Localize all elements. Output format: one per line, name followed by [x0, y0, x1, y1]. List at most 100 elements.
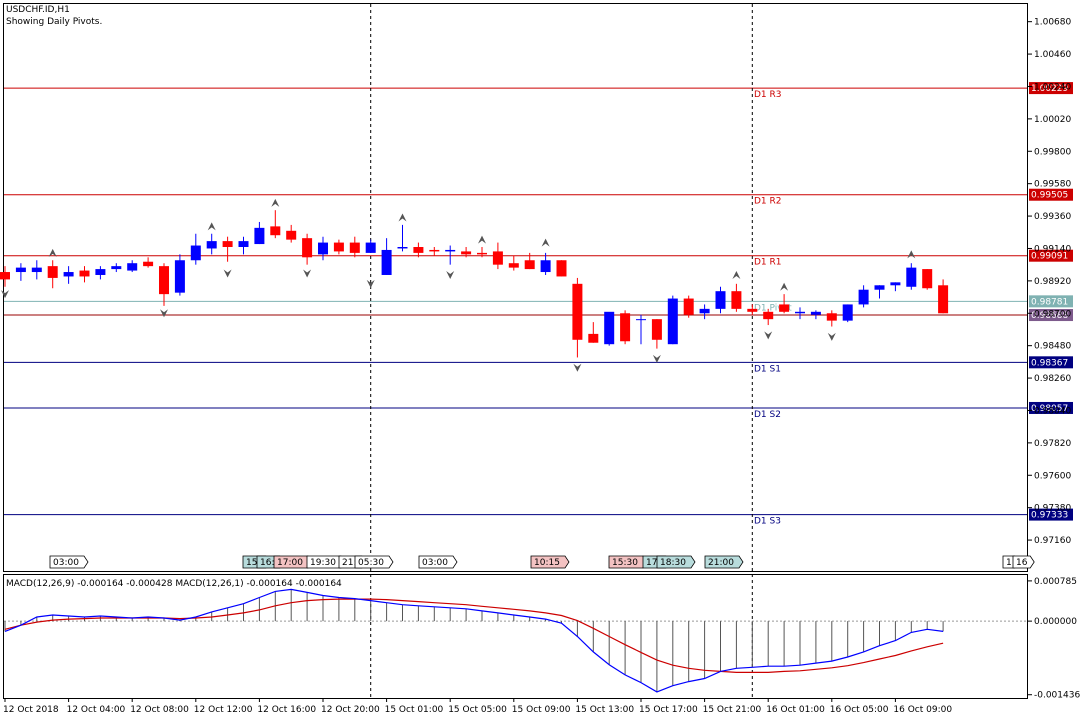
fractal-up-arrow	[732, 270, 741, 279]
candle-body	[779, 304, 790, 312]
time-tick-label: 12 Oct 2018	[3, 705, 59, 715]
candle-body	[699, 308, 710, 314]
event-marker[interactable]: 03:00	[418, 555, 458, 569]
event-marker-shape	[656, 555, 696, 569]
price-level-tag-label: 0.98367	[1031, 358, 1068, 368]
fractal-down-arrow	[303, 269, 312, 278]
price-tick-label: 1.00680	[1034, 18, 1071, 28]
candle	[270, 210, 281, 239]
pivot-line-label: D1 S3	[754, 517, 781, 527]
candle	[492, 242, 503, 270]
candle-body	[270, 226, 281, 236]
candle	[461, 247, 472, 258]
candle-body	[763, 311, 774, 320]
price-panel-frame	[3, 3, 1028, 572]
fractal-up-arrow	[207, 222, 216, 231]
candle-body	[620, 313, 631, 342]
candlesticks	[0, 210, 949, 358]
candle-body	[572, 283, 583, 340]
candle-body	[47, 266, 58, 278]
candle	[222, 236, 233, 262]
event-marker[interactable]: 05:30	[354, 555, 394, 569]
event-marker[interactable]: 16	[1012, 555, 1035, 569]
candle	[858, 285, 869, 308]
candle	[477, 247, 487, 258]
event-marker[interactable]: 17:00	[273, 555, 313, 569]
candle	[906, 263, 917, 290]
price-tick-label: 0.99580	[1034, 180, 1071, 190]
candle	[620, 310, 631, 345]
candle	[302, 233, 313, 265]
pivot-line-label: D1 R2	[754, 197, 782, 207]
time-axis: 12 Oct 2018 12 Oct 04:00 12 Oct 08:00 12 Oc…	[3, 698, 952, 715]
candle	[413, 242, 424, 258]
event-marker[interactable]: 15:30	[608, 555, 648, 569]
pivot-line-label: D1 S2	[754, 410, 781, 420]
price-level-tag	[1029, 249, 1073, 262]
subtitle-text: Showing Daily Pivots.	[6, 17, 102, 27]
price-tick-label: 1.00240	[1034, 82, 1071, 92]
candle-body	[540, 260, 551, 273]
candle	[588, 322, 599, 343]
macd-panel-frame	[3, 574, 1028, 699]
candle-body	[254, 227, 265, 245]
event-marker-label: 1	[1006, 558, 1012, 568]
candle	[763, 308, 774, 326]
candle-body	[508, 263, 519, 268]
candle-body	[445, 249, 456, 252]
price-level-tag-label: 1.00229	[1031, 84, 1068, 94]
macd-title: MACD(12,26,9) -0.000164 -0.000428 MACD(1…	[6, 579, 342, 589]
candle	[715, 286, 726, 314]
macd-tick-label: 0.000000	[1034, 617, 1077, 627]
pivot-line-label: D1 R3	[754, 90, 782, 100]
fractal-up-arrow	[478, 235, 486, 244]
event-markers[interactable]: 03:00 15: 16: 17:00 19:30 21: 05:30 03:00 10:15 1…	[49, 555, 1035, 569]
candle-body	[795, 311, 805, 314]
candle-body	[15, 267, 26, 273]
event-marker-shape	[354, 555, 394, 569]
candle-body	[127, 263, 138, 271]
pivot-line-label: D1 S1	[754, 364, 781, 374]
candle-body	[349, 242, 360, 253]
event-marker-label: 10:15	[534, 558, 560, 568]
candle	[890, 282, 901, 292]
candle-body	[556, 260, 567, 277]
candle-body	[667, 298, 678, 345]
price-tick-label: 0.98480	[1034, 342, 1071, 352]
current-price-tag	[1029, 309, 1073, 322]
fractal-down-arrow	[764, 331, 773, 340]
candle	[938, 279, 949, 314]
event-marker-label: 15:	[246, 558, 260, 568]
candle	[47, 260, 58, 289]
event-marker[interactable]: 18:30	[656, 555, 696, 569]
price-axis: 1.00680 1.00460 1.00240 1.00020 0.99800 0.995…	[1028, 18, 1071, 546]
event-marker[interactable]: 21:00	[704, 555, 744, 569]
candle	[190, 233, 201, 265]
event-marker-label: 17:	[646, 558, 660, 568]
event-marker[interactable]: 03:00	[49, 555, 89, 569]
time-tick-label: 12 Oct 20:00	[321, 705, 380, 715]
fractal-down-arrow	[223, 269, 232, 278]
candle	[636, 314, 646, 345]
price-tick-label: 0.98920	[1034, 277, 1071, 287]
candle-body	[731, 291, 742, 309]
candle	[810, 310, 821, 320]
event-marker-label: 16	[1016, 558, 1028, 568]
candle-body	[190, 245, 201, 261]
event-marker-label: 18:30	[660, 558, 686, 568]
event-marker-label: 05:30	[358, 558, 384, 568]
fractal-up-arrow	[780, 282, 789, 291]
event-marker-shape	[704, 555, 744, 569]
time-tick-label: 15 Oct 17:00	[639, 705, 698, 715]
price-level-tag-label: 0.98057	[1031, 404, 1068, 414]
time-tick-label: 16 Oct 09:00	[893, 705, 952, 715]
candle-body	[747, 308, 758, 312]
candle	[508, 255, 519, 271]
price-level-tag	[1029, 188, 1073, 201]
event-marker[interactable]: 10:15	[530, 555, 570, 569]
candle	[31, 260, 42, 280]
price-tick-label: 0.97160	[1034, 536, 1071, 546]
candle	[445, 245, 456, 265]
fractal-down-arrow	[652, 354, 661, 363]
